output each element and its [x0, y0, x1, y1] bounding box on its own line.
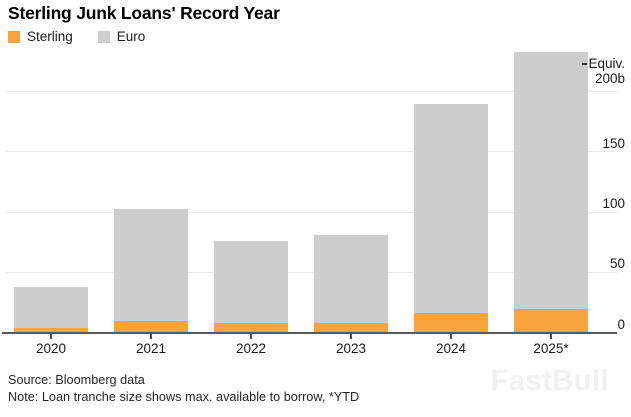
legend-item-sterling: Sterling — [8, 29, 73, 44]
x-tick-label-2024: 2024 — [435, 341, 467, 356]
source-note: Source: Bloomberg data — [8, 373, 145, 387]
gridline-150 — [5, 151, 617, 153]
chart-title: Sterling Junk Loans' Record Year — [8, 3, 280, 23]
gridline-50 — [5, 271, 617, 273]
bar-segment-sterling-2022 — [214, 323, 288, 333]
bar-segment-sterling-2024 — [414, 312, 488, 333]
x-axis-line — [2, 332, 617, 334]
bar-segment-euro-2025* — [514, 52, 588, 309]
x-tick-2025* — [550, 334, 552, 339]
watermark: FastBull — [490, 365, 609, 397]
x-tick-label-2025*: 2025* — [533, 341, 569, 356]
bar-segment-sterling-2020 — [14, 328, 88, 333]
bar-segment-sterling-2021 — [114, 320, 188, 333]
x-tick-2021 — [150, 334, 152, 339]
y-tick-label-50: 50 — [609, 256, 625, 272]
y-tick-label-0: 0 — [617, 316, 625, 332]
bar-segment-euro-2021 — [114, 208, 188, 321]
y-tick-label-150: 150 — [602, 135, 625, 151]
y-tick-label-100: 100 — [602, 196, 625, 212]
footer: Source: Bloomberg data Note: Loan tranch… — [8, 372, 359, 405]
gridline-200 — [5, 91, 617, 93]
bar-segment-sterling-2025* — [514, 308, 588, 333]
x-tick-label-2020: 2020 — [35, 341, 67, 356]
x-tick-label-2023: 2023 — [335, 341, 367, 356]
legend-label: Sterling — [27, 29, 73, 44]
x-tick-2022 — [250, 334, 252, 339]
y-axis-unit-label: Equiv. 200b — [582, 56, 625, 86]
legend-swatch-sterling — [8, 30, 20, 43]
bar-segment-euro-2023 — [314, 235, 388, 324]
legend-item-euro: Euro — [97, 29, 146, 44]
x-tick-2023 — [350, 334, 352, 339]
legend-swatch-euro — [97, 30, 110, 43]
x-tick-2020 — [50, 334, 52, 339]
bar-segment-sterling-2023 — [314, 323, 388, 333]
axis-tick-dash — [582, 63, 588, 66]
legend-label: Euro — [116, 29, 146, 44]
bar-segment-euro-2020 — [14, 287, 88, 329]
chart-note: Note: Loan tranche size shows max. avail… — [8, 389, 360, 404]
x-tick-label-2022: 2022 — [235, 341, 267, 356]
bar-segment-euro-2024 — [414, 104, 488, 313]
x-tick-label-2021: 2021 — [135, 341, 167, 356]
x-tick-2024 — [450, 334, 452, 339]
bar-segment-euro-2022 — [214, 241, 288, 324]
legend: Sterling Euro — [8, 29, 170, 44]
gridline-100 — [5, 211, 617, 213]
